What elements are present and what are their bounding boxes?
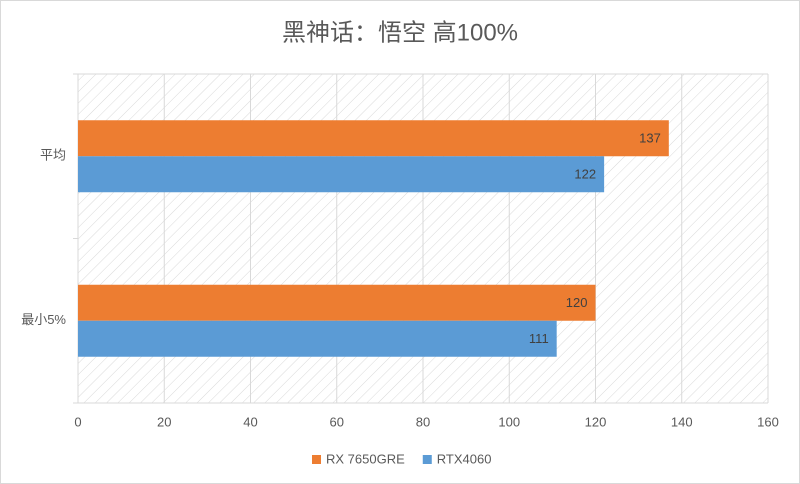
x-tick-label: 100 — [498, 414, 520, 429]
x-tick-label: 20 — [157, 414, 171, 429]
y-tick-label: 最小5% — [21, 312, 66, 327]
value-label: 137 — [639, 131, 661, 146]
bar — [78, 284, 596, 321]
legend-label: RTX4060 — [437, 451, 492, 466]
x-tick-label: 0 — [74, 414, 81, 429]
value-label: 111 — [529, 331, 549, 346]
x-tick-label: 40 — [243, 414, 257, 429]
bar — [78, 320, 557, 357]
legend-label: RX 7650GRE — [326, 451, 405, 466]
chart-title: 黑神话：悟空 高100% — [282, 19, 518, 46]
value-label: 120 — [566, 295, 588, 310]
legend-swatch — [312, 455, 321, 464]
y-tick-label: 平均 — [40, 148, 66, 163]
x-tick-label: 80 — [416, 414, 430, 429]
x-tick-label: 120 — [585, 414, 607, 429]
bar — [78, 120, 669, 157]
x-tick-label: 60 — [330, 414, 344, 429]
value-label: 122 — [574, 167, 596, 182]
bar — [78, 156, 605, 193]
x-tick-label: 140 — [671, 414, 693, 429]
x-tick-label: 160 — [757, 414, 779, 429]
legend-swatch — [422, 455, 432, 464]
